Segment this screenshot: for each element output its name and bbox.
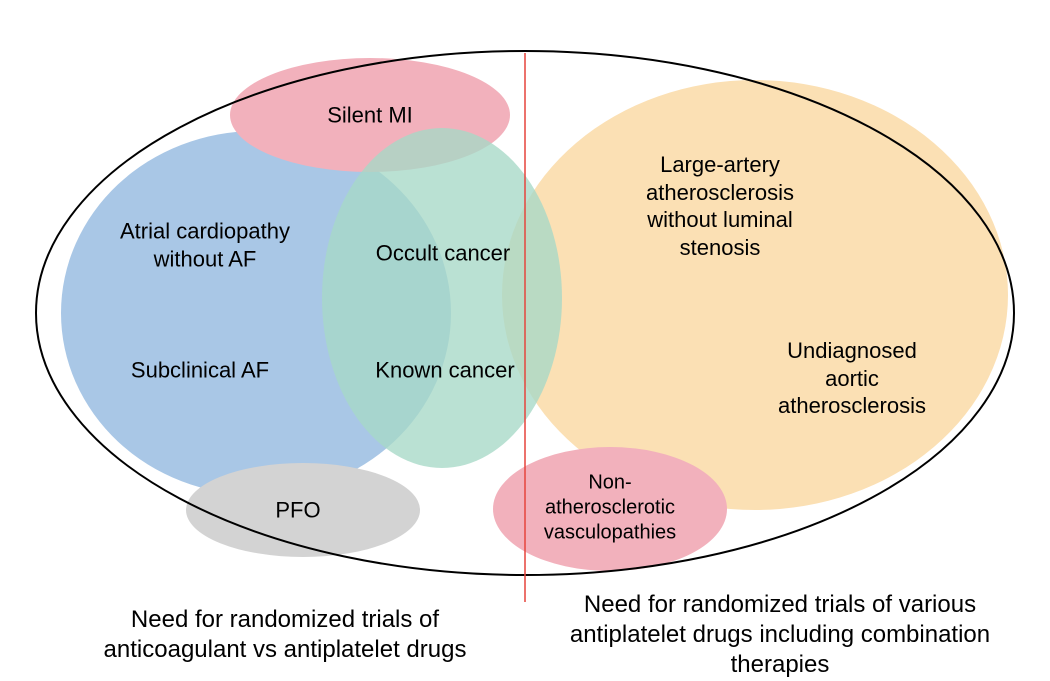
label-undiagnosed-aortic: Undiagnosed aortic atherosclerosis xyxy=(592,337,1050,420)
label-silent-mi: Silent MI xyxy=(110,101,630,129)
label-caption-left: Need for randomized trials of anticoagul… xyxy=(25,605,545,665)
label-large-artery: Large-artery atherosclerosis without lum… xyxy=(460,151,980,261)
diagram-canvas: Silent MIAtrial cardiopathy without AFSu… xyxy=(0,0,1050,681)
label-non-athero: Non- atherosclerotic vasculopathies xyxy=(350,471,870,546)
ellipse-tan xyxy=(502,80,1008,510)
label-caption-right: Need for randomized trials of various an… xyxy=(520,590,1040,680)
